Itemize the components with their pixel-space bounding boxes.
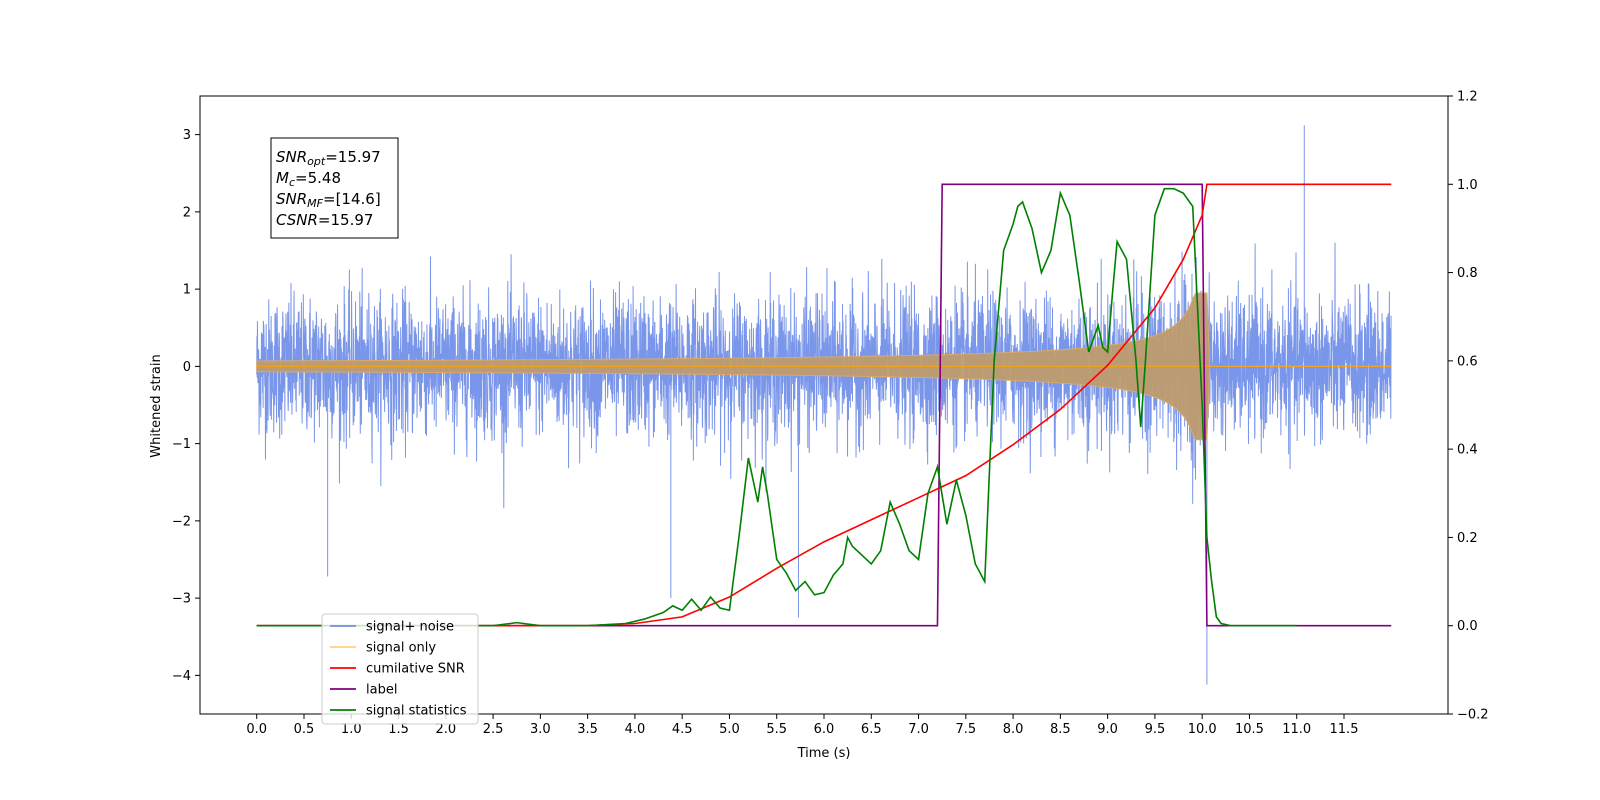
annotation-value: =15.97 [318,211,374,229]
signal-only-series [256,292,1392,441]
y2-tick-label: 1.2 [1457,90,1478,105]
annotation-symbol: M [276,169,289,187]
annotation-subscript: c [289,176,295,189]
legend: signal+ noise signal only cumilative SNR la… [321,613,479,725]
y2-tick-label: −0.2 [1457,708,1489,723]
annotation-symbol: SNR [276,148,307,166]
y2-tick-label: 0.8 [1457,266,1478,281]
annotation-symbol: SNR [276,190,307,208]
annotation-line: CSNR=15.97 [276,211,373,229]
cumilative-snr-line [256,183,1392,627]
legend-frame [321,613,479,725]
y-tick-label: 3 [183,128,191,143]
x-tick-label: 7.0 [908,722,929,737]
x-tick-label: 11.5 [1330,722,1359,737]
x-axis-ticks: 0.0 0.5 1.0 1.5 2.0 2.5 3.0 3.5 4.0 4.5 5.0 5.5 6.0 6… [246,714,1358,737]
x-tick-label: 7.5 [955,722,976,737]
y-tick-label: −3 [172,592,191,607]
legend-label: signal statistics [366,704,467,719]
x-tick-label: 6.0 [814,722,835,737]
parameter-annotation-box: SNRopt=15.97Mc=5.48SNRMF=[14.6]CSNR=15.9… [270,137,399,239]
x-tick-label: 0.5 [294,722,315,737]
x-tick-label: 2.0 [435,722,456,737]
y-tick-label: 1 [183,283,191,298]
y2-tick-label: 0.2 [1457,531,1478,546]
legend-label: cumilative SNR [366,662,465,677]
legend-label: signal+ noise [366,620,454,635]
x-tick-label: 1.0 [341,722,362,737]
signal-noise-line [256,125,1392,685]
annotation-subscript: MF [307,197,323,210]
x-tick-label: 5.5 [766,722,787,737]
annotation-value: =15.97 [325,148,381,166]
annotation-line: SNRMF=[14.6] [276,190,381,210]
y2-tick-label: 0.6 [1457,354,1478,369]
y2-tick-label: 1.0 [1457,178,1478,193]
annotation-subscript: opt [307,155,326,168]
x-tick-label: 0.0 [246,722,267,737]
x-tick-label: 9.0 [1097,722,1118,737]
x-tick-label: 3.5 [577,722,598,737]
y2-tick-label: 0.4 [1457,443,1478,458]
y-axis-ticks: −4 −3 −2 −1 0 1 2 3 [172,128,200,684]
x-tick-label: 4.5 [672,722,693,737]
y2-tick-label: 0.0 [1457,619,1478,634]
annotation-line: Mc=5.48 [276,169,341,189]
y-tick-label: −4 [172,669,191,684]
x-tick-label: 2.5 [483,722,504,737]
legend-label: label [366,683,397,698]
signal-noise-series [256,125,1392,685]
y-tick-label: 0 [183,360,191,375]
y-axis-label: Whitened strain [149,354,164,457]
line-series-layer [256,183,1392,627]
y2-axis-ticks: −0.2 0.0 0.2 0.4 0.6 0.8 1.0 1.2 [1448,90,1489,723]
x-tick-label: 8.0 [1003,722,1024,737]
y-tick-label: 2 [183,205,191,220]
legend-label: signal only [366,641,436,656]
x-tick-label: 1.5 [388,722,409,737]
x-tick-label: 9.5 [1145,722,1166,737]
x-tick-label: 11.0 [1282,722,1311,737]
annotation-value: =[14.6] [323,190,381,208]
x-tick-label: 6.5 [861,722,882,737]
x-tick-label: 5.0 [719,722,740,737]
annotation-value: =5.48 [295,169,341,187]
x-tick-label: 8.5 [1050,722,1071,737]
annotation-line: SNRopt=15.97 [276,148,381,168]
x-tick-label: 10.5 [1235,722,1264,737]
x-tick-label: 3.0 [530,722,551,737]
x-tick-label: 10.0 [1188,722,1217,737]
y-tick-label: −2 [172,514,191,529]
signal-statistics-line [256,187,1297,627]
annotation-frame [270,137,399,239]
annotation-symbol: CSNR [276,211,318,229]
y-tick-label: −1 [172,437,191,452]
x-tick-label: 4.0 [625,722,646,737]
x-axis-label: Time (s) [797,746,851,761]
